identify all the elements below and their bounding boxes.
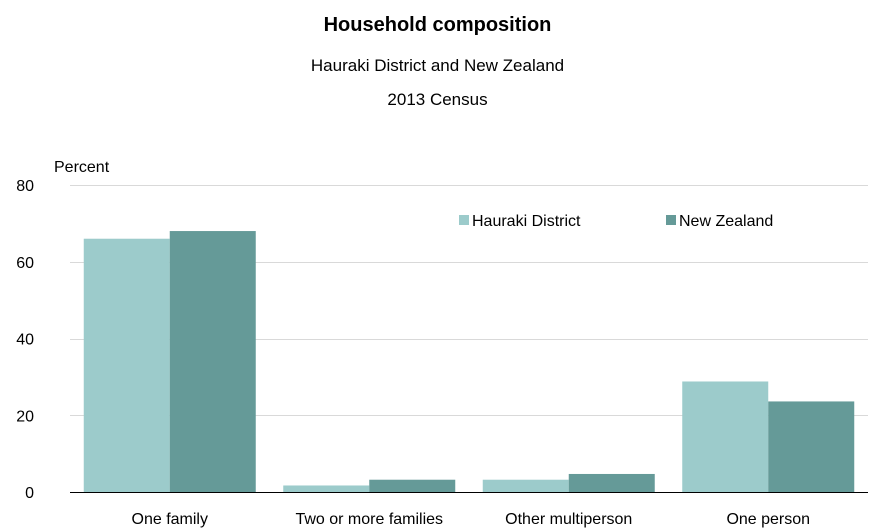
x-tick-label: One family xyxy=(132,511,208,528)
y-axis-label: Percent xyxy=(54,159,110,176)
legend-label: New Zealand xyxy=(679,213,773,230)
legend: Hauraki District New Zealand xyxy=(459,213,773,230)
bar-hauraki-district-other-multiperson xyxy=(482,479,569,492)
bar-new-zealand-one-family xyxy=(169,231,256,493)
chart-subtitle-census: 2013 Census xyxy=(387,90,488,109)
x-tick-label: One person xyxy=(726,511,810,528)
y-tick-label: 20 xyxy=(16,408,34,425)
y-tick-label: 0 xyxy=(25,485,34,502)
y-tick-label: 80 xyxy=(16,178,34,195)
x-tick-label: Other multiperson xyxy=(505,511,632,528)
bar-new-zealand-two-or-more-families xyxy=(369,479,456,492)
chart-title: Household composition xyxy=(323,14,552,36)
bar-new-zealand-one-person xyxy=(768,401,855,492)
y-axis-ticks: 0 20 40 60 80 xyxy=(16,178,34,502)
x-axis-ticks: One family Two or more families Other mult… xyxy=(132,511,811,528)
bar-hauraki-district-two-or-more-families xyxy=(283,485,370,492)
bars xyxy=(83,231,855,493)
legend-swatch xyxy=(459,215,469,225)
legend-swatch xyxy=(666,215,676,225)
legend-label: Hauraki District xyxy=(472,213,581,230)
x-tick-label: Two or more families xyxy=(295,511,443,528)
chart-subtitle: Hauraki District and New Zealand xyxy=(310,56,565,75)
y-tick-label: 60 xyxy=(16,255,34,272)
y-tick-label: 40 xyxy=(16,332,34,349)
bar-hauraki-district-one-family xyxy=(83,238,170,492)
bar-new-zealand-other-multiperson xyxy=(568,473,655,492)
bar-hauraki-district-one-person xyxy=(682,381,769,492)
